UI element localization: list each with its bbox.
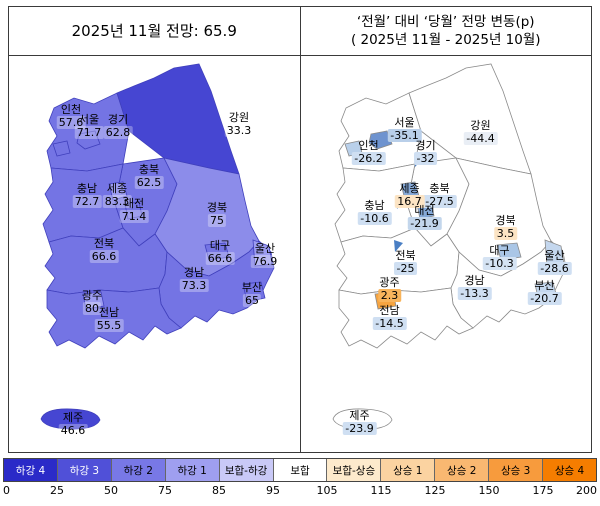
- region-label-gyeonggi: 경기 -32: [413, 139, 438, 165]
- right-map-panel: 인천 -26.2 서울 -35.1 경기 -32 강원 -44.4 충북 -27.5 충남…: [299, 56, 592, 452]
- left-map-panel: 인천 57.6 서울 71.7 경기 62.8 강원 33.3 충북 62.5 충남 72.…: [9, 56, 300, 452]
- region-label-ulsan: 울산 76.9: [250, 242, 280, 268]
- region-label-gyeongnam: 경남 -13.3: [457, 274, 492, 300]
- region-label-daegu: 대구 -10.3: [482, 244, 517, 270]
- region-label-gangwon: 강원 -44.4: [463, 119, 498, 145]
- region-label-incheon: 인천 57.6: [56, 103, 86, 129]
- scale-tick: 115: [370, 484, 392, 497]
- region-label-jeonnam: 전남 -14.5: [372, 304, 407, 330]
- region-label-jeonbuk: 전북 -25: [393, 249, 418, 275]
- scale-tick: 75: [157, 484, 172, 497]
- legend-cell-down4: 하강 4: [4, 459, 57, 481]
- scale-tick: 105: [316, 484, 338, 497]
- legend-cell-down2: 하강 2: [110, 459, 165, 481]
- region-label-incheon: 인천 -26.2: [351, 139, 386, 165]
- scale-tick: 0: [3, 484, 10, 497]
- region-label-sejong: 세종 16.7: [394, 182, 425, 208]
- region-daegu: [495, 242, 522, 261]
- region-label-busan: 부산 -20.7: [527, 279, 562, 305]
- region-label-chungnam: 충남 -10.6: [357, 199, 392, 225]
- legend-cell-down1: 하강 1: [164, 459, 219, 481]
- color-legend: 하강 4 하강 3 하강 2 하강 1 보합-하강 보합 보합-상승 상승 1 …: [3, 458, 597, 500]
- region-label-daegu: 대구 66.6: [205, 239, 235, 265]
- region-sejong: [108, 181, 128, 201]
- right-panel-title-line2: ( 2025년 11월 - 2025년 10월): [350, 32, 541, 48]
- region-label-daejeon: 대전 -21.9: [407, 204, 442, 230]
- region-daejeon: [124, 201, 143, 220]
- region-label-seoul: 서울 -35.1: [387, 116, 422, 142]
- region-jeju: [40, 408, 101, 430]
- scale-tick: 50: [103, 484, 118, 497]
- scale-tick: 125: [424, 484, 446, 497]
- region-label-chungbuk: 충북 -27.5: [422, 182, 457, 208]
- left-panel-header: 2025년 11월 전망: 65.9: [8, 6, 301, 56]
- region-label-gangwon: 강원 33.3: [224, 111, 254, 137]
- region-label-busan: 부산 65: [241, 281, 263, 307]
- region-gangwon: [116, 63, 240, 175]
- legend-scale: 0 25 50 75 85 95 105 115 125 150 175 200: [3, 484, 597, 500]
- region-seoul: [368, 130, 393, 150]
- legend-cell-flat-down: 보합-하강: [218, 459, 273, 481]
- region-incheon: [52, 140, 71, 157]
- region-label-gwangju: 광주 2.3: [377, 276, 402, 302]
- region-seoul: [76, 130, 101, 150]
- legend-cell-flat: 보합: [272, 459, 327, 481]
- region-label-jeju: 제주 -23.9: [342, 409, 377, 435]
- legend-cells: 하강 4 하강 3 하강 2 하강 1 보합-하강 보합 보합-상승 상승 1 …: [3, 458, 597, 482]
- maps-row: 인천 57.6 서울 71.7 경기 62.8 강원 33.3 충북 62.5 충남 72.…: [8, 56, 592, 453]
- legend-cell-up2: 상승 2: [434, 459, 489, 481]
- region-label-gyeongnam: 경남 73.3: [179, 266, 209, 292]
- region-label-jeonbuk: 전북 66.6: [89, 237, 119, 263]
- scale-tick: 150: [478, 484, 500, 497]
- legend-cell-flat-up: 보합-상승: [326, 459, 381, 481]
- decline-marker-jeonbuk: [393, 240, 403, 252]
- region-busan: [242, 281, 266, 303]
- region-label-gyeongbuk: 경북 75: [206, 201, 228, 227]
- right-panel-title-line1: ‘전월’ 대비 ‘당월’ 전망 변동(p): [356, 14, 535, 30]
- region-label-chungnam: 충남 72.7: [72, 182, 102, 208]
- korea-map-forecast: [40, 63, 275, 430]
- region-jeonnam: [46, 287, 182, 349]
- forecast-figure: 2025년 11월 전망: 65.9 ‘전월’ 대비 ‘당월’ 전망 변동(p)…: [0, 6, 600, 506]
- scale-tick: 25: [49, 484, 64, 497]
- legend-cell-up4: 상승 4: [542, 459, 596, 481]
- legend-cell-down3: 하강 3: [56, 459, 111, 481]
- legend-cell-up3: 상승 3: [488, 459, 543, 481]
- region-label-sejong: 세종 83.3: [102, 182, 132, 208]
- right-panel-header: ‘전월’ 대비 ‘당월’ 전망 변동(p) ( 2025년 11월 - 2025…: [300, 6, 592, 56]
- scale-tick: 85: [211, 484, 226, 497]
- region-label-gwangju: 광주 80: [81, 289, 103, 315]
- region-gwangju: [82, 291, 105, 310]
- region-label-seoul: 서울 71.7: [74, 113, 104, 139]
- region-label-jeonnam: 전남 55.5: [94, 306, 124, 332]
- region-label-gyeongbuk: 경북 3.5: [493, 214, 518, 240]
- scale-tick: 95: [265, 484, 280, 497]
- region-label-ulsan: 울산 -28.6: [537, 249, 572, 275]
- left-panel-title: 2025년 11월 전망: 65.9: [71, 22, 237, 40]
- legend-cell-up1: 상승 1: [380, 459, 435, 481]
- region-ulsan: [252, 239, 273, 267]
- header-row: 2025년 11월 전망: 65.9 ‘전월’ 대비 ‘당월’ 전망 변동(p)…: [8, 6, 592, 56]
- region-label-daejeon: 대전 71.4: [119, 197, 149, 223]
- region-label-jeju: 제주 46.6: [58, 411, 88, 437]
- region-label-gyeonggi: 경기 62.8: [103, 113, 133, 139]
- scale-tick: 175: [532, 484, 554, 497]
- scale-tick: 200: [576, 484, 597, 497]
- region-label-chungbuk: 충북 62.5: [134, 163, 164, 189]
- region-daegu: [204, 242, 230, 261]
